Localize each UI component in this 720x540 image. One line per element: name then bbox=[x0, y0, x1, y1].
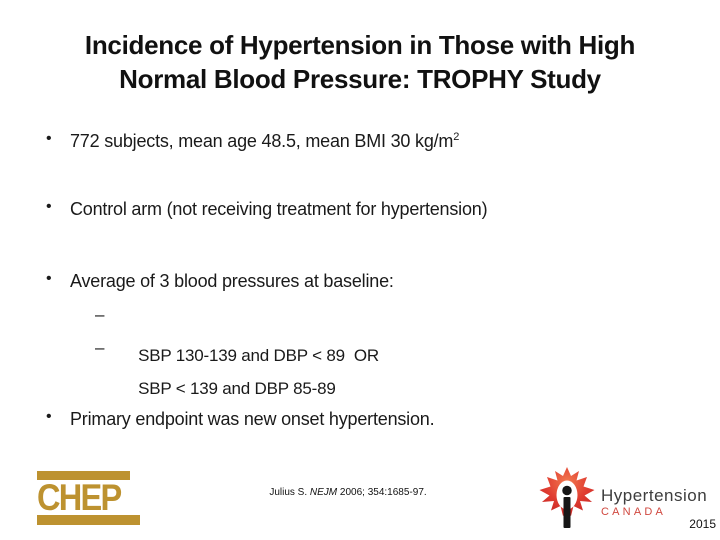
sub-bullet-sbp-dbp-1: – SBP 130-139 and DBP < 89 OR bbox=[95, 305, 700, 386]
bullet-marker: • bbox=[46, 130, 52, 147]
superscript: 2 bbox=[453, 131, 460, 143]
title-line-1: Incidence of Hypertension in Those with … bbox=[84, 30, 636, 60]
sub-bullet-text: SBP < 139 and DBP 85-89 bbox=[138, 379, 336, 398]
dash-marker: – bbox=[95, 305, 105, 324]
chep-logo-text: CHEP bbox=[37, 477, 122, 518]
bullet-item-baseline-bp: • Average of 3 blood pressures at baseli… bbox=[46, 270, 700, 292]
title-line-2: Normal Blood Pressure: TROPHY Study bbox=[119, 64, 601, 94]
chep-logo: CHEP bbox=[37, 471, 141, 525]
citation-journal: NEJM bbox=[309, 487, 338, 498]
bullet-marker: • bbox=[46, 270, 52, 287]
citation: Julius S. NEJM 2006; 354:1685-97. bbox=[0, 487, 696, 498]
chep-logo-top-bar bbox=[37, 471, 130, 480]
bullet-marker: • bbox=[46, 198, 52, 215]
slide-year: 2015 bbox=[689, 517, 716, 531]
bullet-text: Primary endpoint was new onset hypertens… bbox=[70, 409, 435, 429]
bullet-marker: • bbox=[46, 408, 52, 425]
person-head bbox=[562, 485, 572, 496]
bullet-text: Control arm (not receiving treatment for… bbox=[70, 199, 488, 219]
bullet-item-primary-endpoint: • Primary endpoint was new onset hyperte… bbox=[46, 408, 700, 430]
person-body bbox=[563, 497, 571, 528]
citation-reference: 2006; 354:1685-97. bbox=[337, 487, 427, 498]
sub-bullet-sbp-dbp-2: – SBP < 139 and DBP 85-89 bbox=[95, 338, 700, 419]
slide-title: Incidence of Hypertension in Those with … bbox=[40, 28, 680, 96]
bullet-item-control-arm: • Control arm (not receiving treatment f… bbox=[46, 198, 700, 220]
hypertension-label: Hypertension bbox=[601, 486, 708, 505]
citation-author: Julius S. bbox=[269, 487, 310, 498]
sub-bullet-text: SBP 130-139 and DBP < 89 OR bbox=[138, 346, 380, 365]
hypertension-canada-logo: Hypertension CANADA bbox=[536, 464, 707, 530]
bullet-item-subjects: • 772 subjects, mean age 48.5, mean BMI … bbox=[46, 130, 700, 152]
chep-logo-bottom-bar bbox=[37, 515, 140, 525]
dash-marker: – bbox=[95, 338, 105, 357]
hypertension-canada-wordmark: Hypertension CANADA bbox=[601, 487, 707, 519]
bullet-text: 772 subjects, mean age 48.5, mean BMI 30… bbox=[70, 131, 454, 151]
canada-label: CANADA bbox=[601, 506, 667, 518]
bullet-text: Average of 3 blood pressures at baseline… bbox=[70, 271, 394, 291]
maple-leaf-person-icon bbox=[539, 467, 595, 528]
